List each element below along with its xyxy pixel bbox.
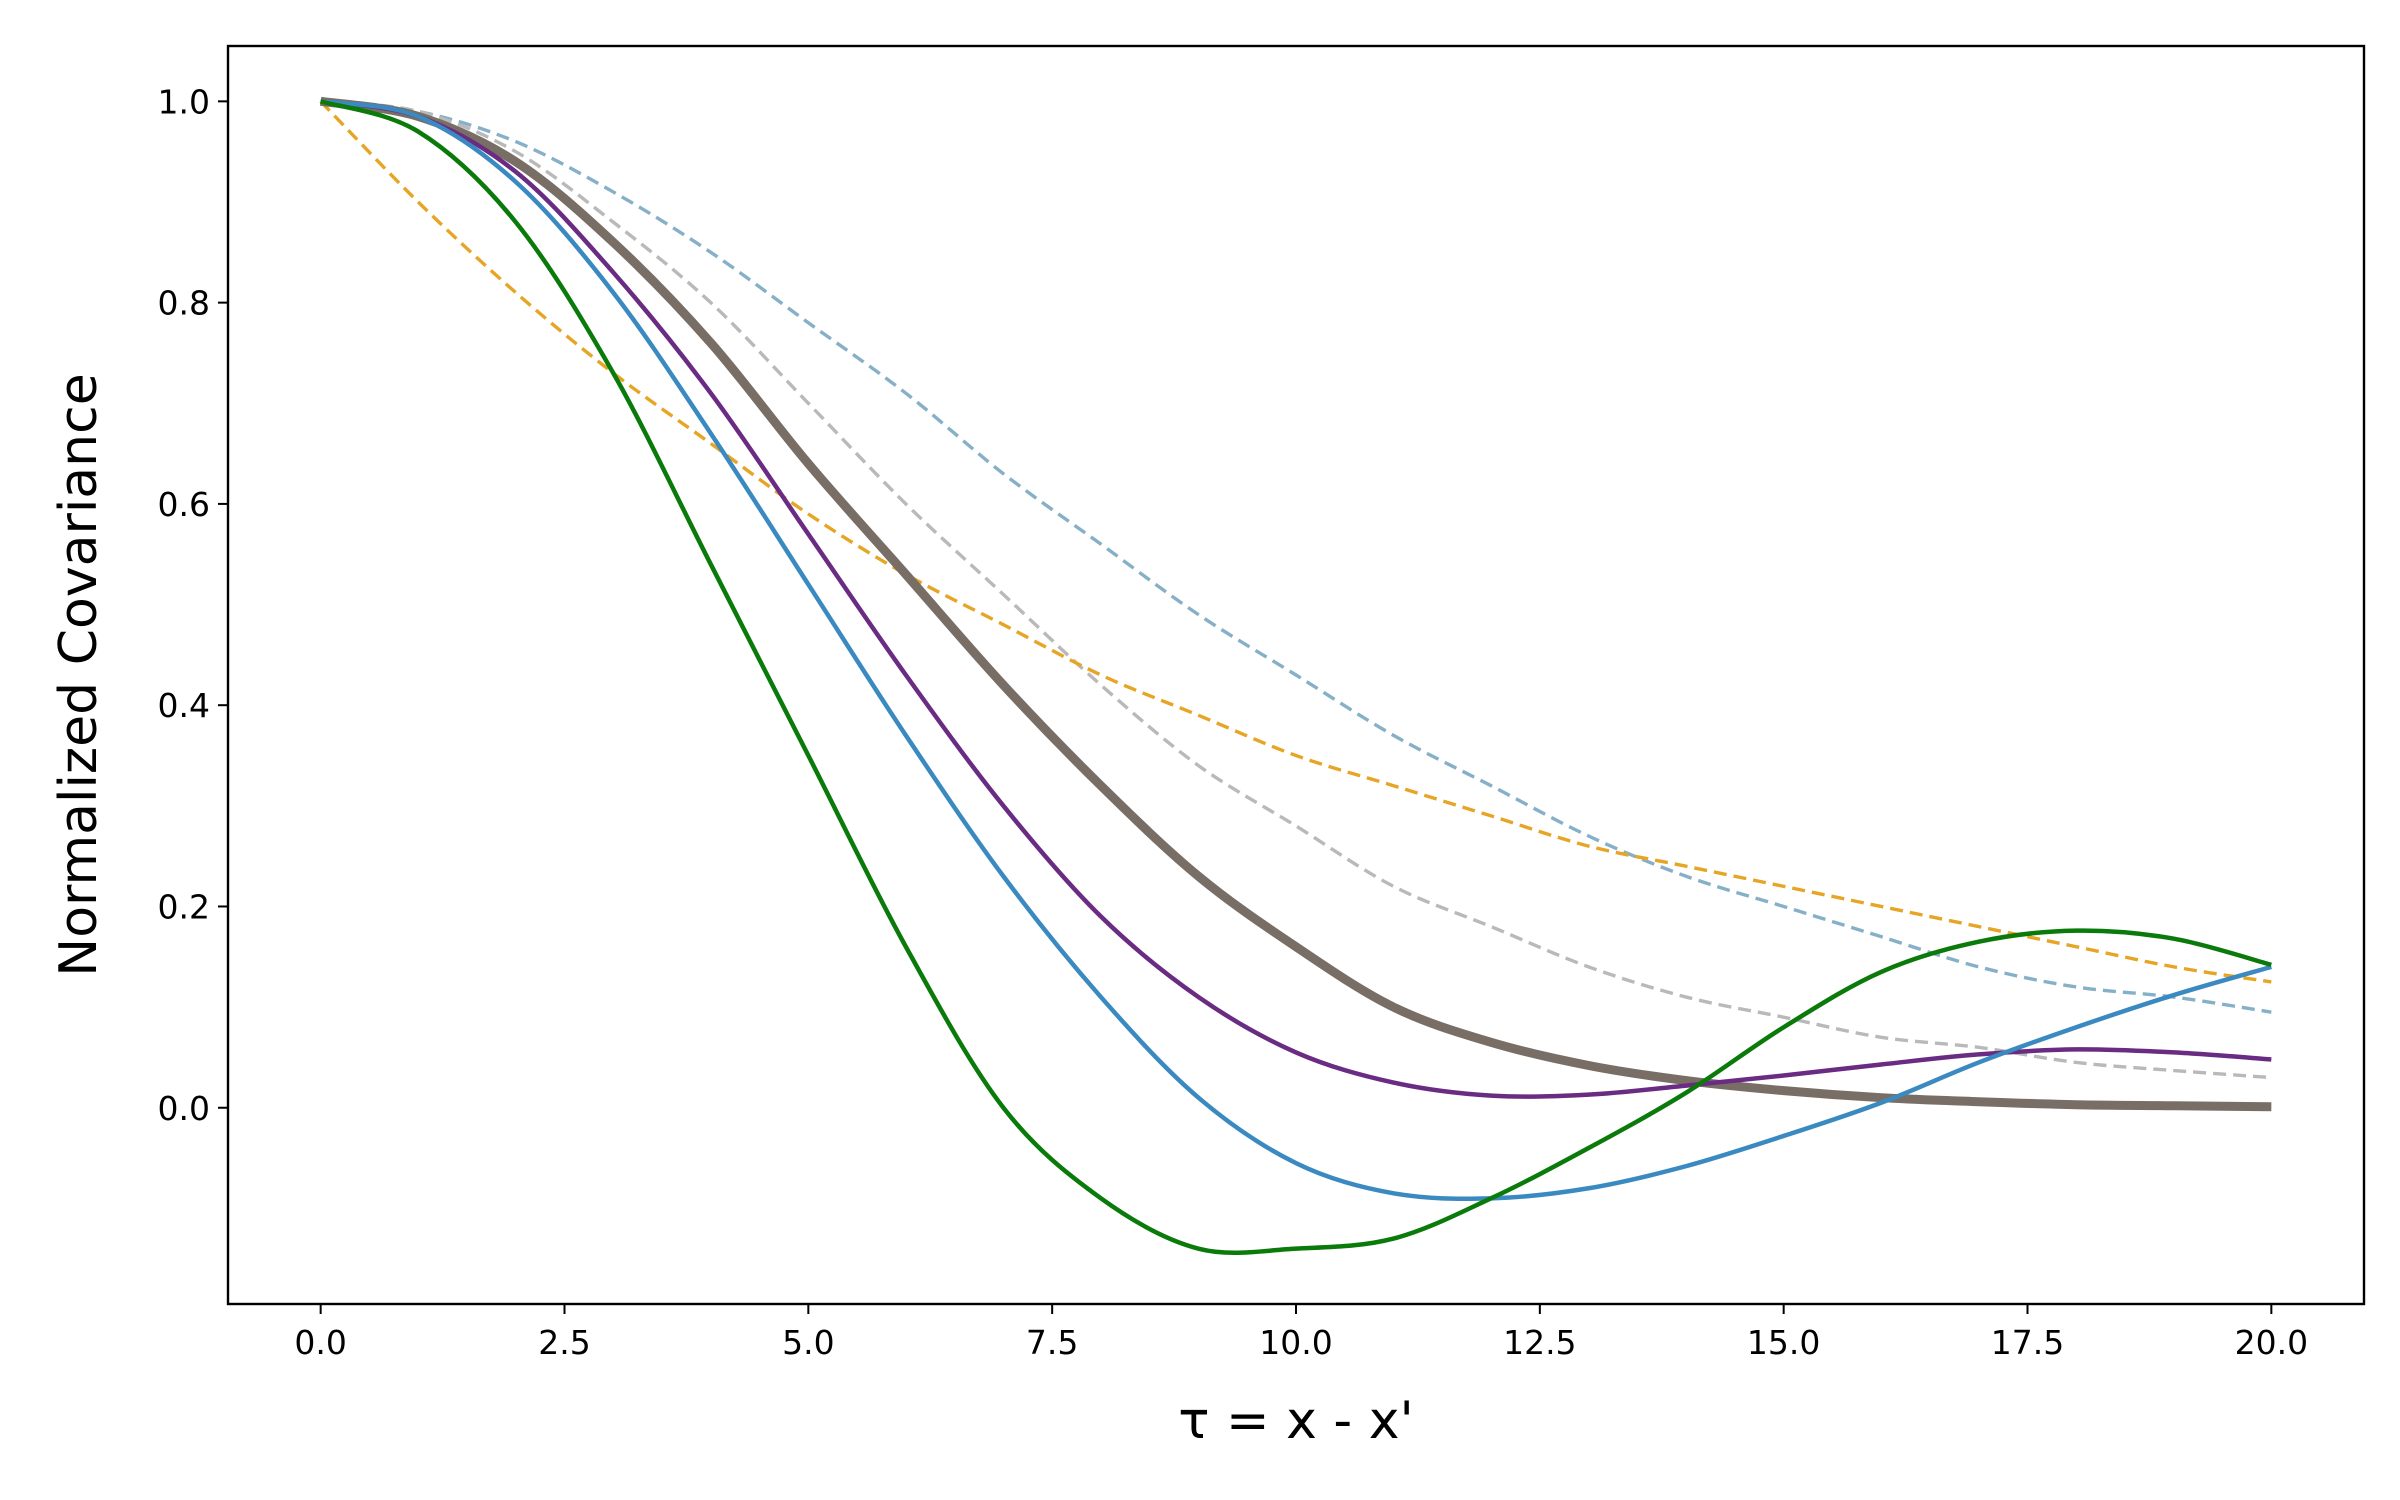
x-axis: 0.0 2.5 5.0 7.5 10.0 12.5 15.0 17.5 20.0 xyxy=(294,1304,2308,1362)
series-line-7 xyxy=(319,99,2272,1256)
series-line-3 xyxy=(319,100,2272,984)
x-tick-label: 2.5 xyxy=(538,1323,590,1362)
y-tick-label: 0.4 xyxy=(158,686,210,725)
series-line-2 xyxy=(320,99,2272,1080)
x-tick-label: 15.0 xyxy=(1747,1323,1820,1362)
x-tick-label: 7.5 xyxy=(1026,1323,1078,1362)
x-tick-label: 20.0 xyxy=(2235,1323,2308,1362)
x-axis-title: τ = x - x' xyxy=(1178,1391,1414,1451)
x-tick-label: 12.5 xyxy=(1503,1323,1576,1362)
y-tick-label: 0.0 xyxy=(158,1089,210,1128)
series-layer xyxy=(319,96,2272,1256)
x-tick-label: 17.5 xyxy=(1991,1323,2064,1362)
y-axis-title: Normalized Covariance xyxy=(49,373,109,976)
y-tick-label: 0.2 xyxy=(158,887,210,926)
y-tick-label: 0.6 xyxy=(158,485,210,524)
y-tick-label: 1.0 xyxy=(158,82,210,121)
y-tick-label: 0.8 xyxy=(158,284,210,323)
y-axis: 0.0 0.2 0.4 0.6 0.8 1.0 xyxy=(158,82,228,1128)
series-line-4 xyxy=(319,96,2272,1112)
series-line-1 xyxy=(320,99,2272,1014)
series-line-6 xyxy=(320,99,2272,1201)
x-tick-label: 5.0 xyxy=(782,1323,834,1362)
x-tick-label: 10.0 xyxy=(1259,1323,1332,1362)
series-line-5 xyxy=(320,99,2272,1099)
x-tick-label: 0.0 xyxy=(294,1323,346,1362)
